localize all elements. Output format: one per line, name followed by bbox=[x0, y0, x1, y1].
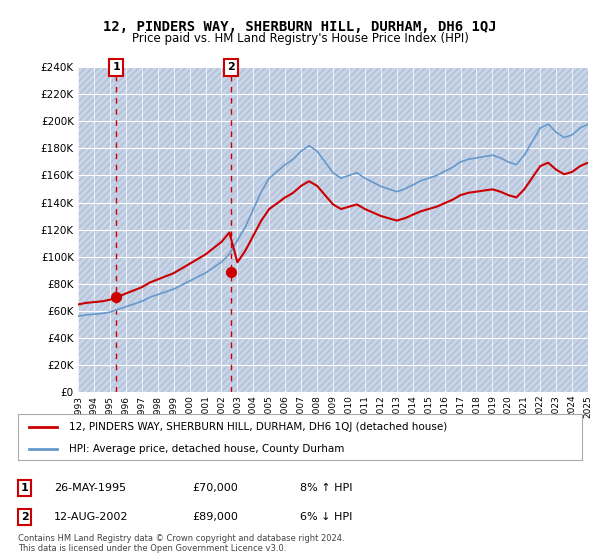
Text: 26-MAY-1995: 26-MAY-1995 bbox=[54, 483, 126, 493]
Text: HPI: Average price, detached house, County Durham: HPI: Average price, detached house, Coun… bbox=[69, 444, 344, 454]
Text: 2: 2 bbox=[21, 512, 28, 522]
Text: 12-AUG-2002: 12-AUG-2002 bbox=[54, 512, 128, 522]
Text: £89,000: £89,000 bbox=[192, 512, 238, 522]
Text: Contains HM Land Registry data © Crown copyright and database right 2024.
This d: Contains HM Land Registry data © Crown c… bbox=[18, 534, 344, 553]
Text: 12, PINDERS WAY, SHERBURN HILL, DURHAM, DH6 1QJ: 12, PINDERS WAY, SHERBURN HILL, DURHAM, … bbox=[103, 20, 497, 34]
Text: 6% ↓ HPI: 6% ↓ HPI bbox=[300, 512, 352, 522]
Text: Price paid vs. HM Land Registry's House Price Index (HPI): Price paid vs. HM Land Registry's House … bbox=[131, 32, 469, 45]
Text: 8% ↑ HPI: 8% ↑ HPI bbox=[300, 483, 353, 493]
Text: 1: 1 bbox=[21, 483, 28, 493]
Text: 1: 1 bbox=[112, 62, 120, 72]
Text: 2: 2 bbox=[227, 62, 235, 72]
Text: 12, PINDERS WAY, SHERBURN HILL, DURHAM, DH6 1QJ (detached house): 12, PINDERS WAY, SHERBURN HILL, DURHAM, … bbox=[69, 422, 447, 432]
Text: £70,000: £70,000 bbox=[192, 483, 238, 493]
